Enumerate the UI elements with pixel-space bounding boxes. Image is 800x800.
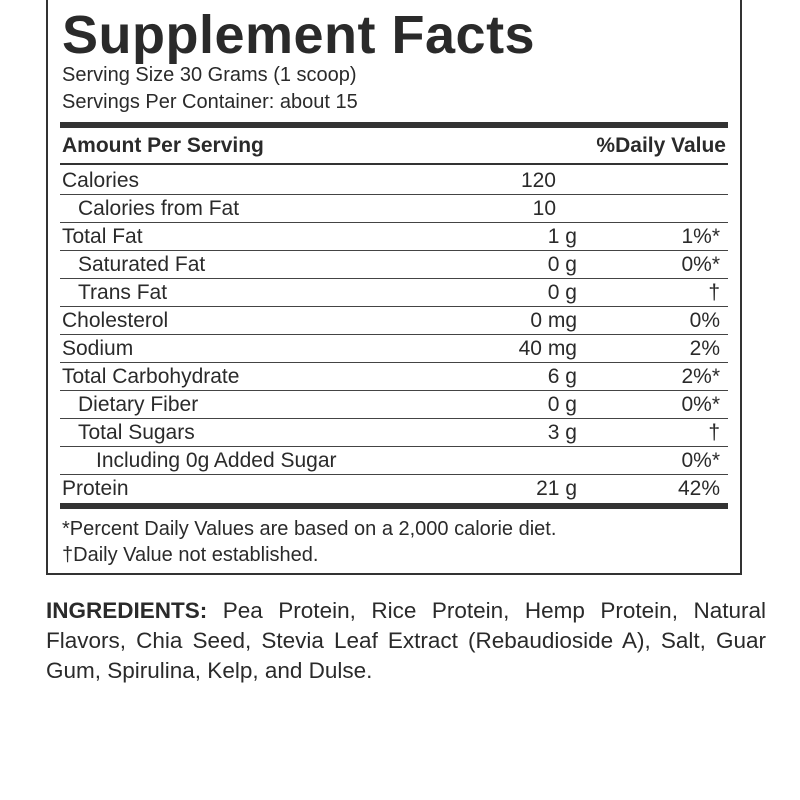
amount-header: Amount Per Serving: [62, 134, 264, 157]
nutrient-amount: 6 g: [547, 365, 577, 388]
nutrient-amount: 10: [532, 197, 556, 220]
header-row: Amount Per Serving %Daily Value: [62, 134, 726, 158]
thick-rule: [60, 503, 728, 509]
nutrient-label: Total Sugars: [78, 421, 195, 444]
nutrient-daily-value: †: [708, 281, 720, 304]
nutrient-amount: 0 g: [547, 253, 577, 276]
nutrient-label: Trans Fat: [78, 281, 168, 304]
nutrient-row: Dietary Fiber 0 g 0%*: [60, 391, 728, 419]
nutrient-row: Trans Fat 0 g †: [60, 279, 728, 307]
nutrient-row: Protein 21 g 42%: [60, 475, 728, 502]
servings-per-container: Servings Per Container: about 15: [62, 91, 358, 113]
nutrient-row: Calories 120: [60, 167, 728, 195]
nutrient-label: Sodium: [62, 337, 134, 360]
supplement-facts-panel: Supplement Facts Serving Size 30 Grams (…: [46, 0, 742, 575]
nutrient-daily-value: 0%*: [681, 253, 720, 276]
nutrient-amount: 0 g: [547, 393, 577, 416]
nutrient-label: Calories from Fat: [78, 197, 240, 220]
footnote: *Percent Daily Values are based on a 2,0…: [62, 518, 557, 540]
nutrient-row: Saturated Fat 0 g 0%*: [60, 251, 728, 279]
ingredients-label: INGREDIENTS:: [46, 598, 208, 623]
nutrient-label: Total Fat: [62, 225, 143, 248]
nutrient-daily-value: 2%*: [681, 365, 720, 388]
nutrient-row: Total Fat 1 g 1%*: [60, 223, 728, 251]
nutrient-daily-value: 0%*: [681, 393, 720, 416]
nutrient-label: Including 0g Added Sugar: [96, 449, 337, 472]
nutrient-label: Total Carbohydrate: [62, 365, 240, 388]
nutrient-label: Cholesterol: [62, 309, 169, 332]
daily-value-header: %Daily Value: [596, 134, 726, 157]
ingredients-text: Pea Protein, Rice Protein, Hemp Protein,…: [46, 598, 766, 683]
footnote: †Daily Value not established.: [62, 544, 319, 566]
nutrient-row: Cholesterol 0 mg 0%: [60, 307, 728, 335]
title: Supplement Facts: [62, 5, 536, 65]
serving-size: Serving Size 30 Grams (1 scoop): [62, 64, 357, 86]
nutrient-row: Including 0g Added Sugar 0%*: [60, 447, 728, 475]
thin-rule: [60, 163, 728, 165]
nutrient-amount: 21 g: [536, 477, 577, 500]
nutrient-row: Sodium 40 mg 2%: [60, 335, 728, 363]
nutrient-amount: 3 g: [547, 421, 577, 444]
nutrient-row: Calories from Fat 10: [60, 195, 728, 223]
nutrient-daily-value: 2%: [689, 337, 720, 360]
nutrient-amount: 0 g: [547, 281, 577, 304]
nutrient-row: Total Sugars 3 g †: [60, 419, 728, 447]
nutrient-daily-value: 0%: [689, 309, 720, 332]
nutrient-amount: 40 mg: [518, 337, 577, 360]
nutrient-daily-value: 1%*: [681, 225, 720, 248]
nutrient-rows: Calories 120 Calories from Fat 10 Total Fa…: [60, 167, 728, 502]
nutrient-row: Total Carbohydrate 6 g 2%*: [60, 363, 728, 391]
nutrient-daily-value: 0%*: [681, 449, 720, 472]
nutrient-amount: 1 g: [547, 225, 577, 248]
nutrient-label: Calories: [62, 169, 140, 192]
nutrient-label: Saturated Fat: [78, 253, 206, 276]
nutrient-daily-value: 42%: [677, 477, 720, 500]
nutrient-label: Dietary Fiber: [78, 393, 199, 416]
thick-rule: [60, 122, 728, 128]
ingredients: INGREDIENTS: Pea Protein, Rice Protein, …: [46, 596, 766, 686]
nutrient-amount: 0 mg: [530, 309, 577, 332]
nutrient-label: Protein: [62, 477, 129, 500]
nutrient-amount: 120: [520, 169, 556, 192]
nutrient-daily-value: †: [708, 421, 720, 444]
